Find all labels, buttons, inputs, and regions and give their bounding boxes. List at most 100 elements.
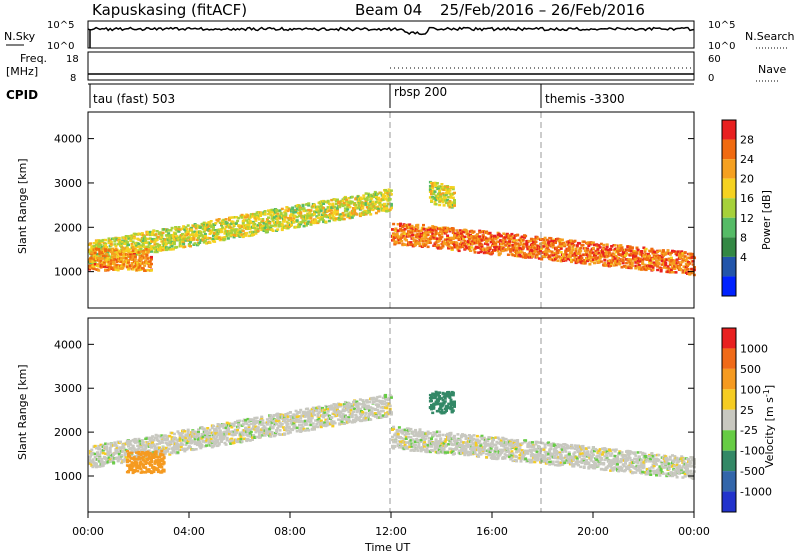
power-cell-2713 [606, 248, 610, 252]
power-cell-3270 [107, 249, 111, 252]
power-cell-2531 [571, 248, 575, 252]
power-cell-1709 [414, 233, 417, 237]
power-cell-1236 [324, 208, 328, 211]
power-cell-2517 [568, 243, 572, 246]
power-cell-1780 [427, 226, 431, 229]
power-cell-1195 [316, 216, 320, 219]
power-cell-3022 [665, 266, 669, 270]
power-cell-2738 [611, 256, 615, 259]
power-cell-958 [270, 208, 274, 212]
power-cell-3154 [690, 267, 694, 271]
velocity-cell-571 [197, 430, 200, 434]
velocity-cell-705 [222, 436, 226, 440]
power-cell-2140 [496, 235, 500, 239]
power-cell-1850 [441, 244, 445, 248]
power-cell-90 [105, 246, 109, 249]
power-cell-984 [276, 217, 280, 220]
power-ytick-label-1: 2000 [54, 221, 82, 234]
power-cell-2402 [547, 242, 551, 245]
velocity-cell-1092 [296, 418, 300, 422]
velocity-cell-74 [101, 464, 105, 467]
power-cell-420 [168, 234, 172, 237]
velocity-cell-907 [261, 422, 265, 425]
velocity-cell-174 [121, 458, 125, 462]
power-cell-1447 [364, 213, 368, 216]
power-cell-1629 [399, 222, 402, 226]
power-cell-2382 [543, 240, 547, 244]
power-cell-1898 [450, 248, 454, 251]
power-cell-2638 [591, 258, 595, 261]
power-cell-3114 [683, 268, 687, 272]
power-cbar-swatch-2 [722, 159, 736, 179]
velocity-cell-166 [119, 457, 122, 460]
power-cell-3125 [684, 265, 688, 269]
power-cell-2688 [602, 246, 606, 250]
power-cell-717 [224, 218, 228, 221]
power-cell-1895 [449, 228, 453, 232]
power-cell-1064 [291, 208, 295, 211]
velocity-cell-52 [97, 458, 101, 461]
power-cell-1529 [379, 192, 383, 195]
power-cell-555 [193, 230, 197, 233]
velocity-cell-517 [186, 428, 190, 432]
power-cell-650 [212, 237, 215, 240]
power-cell-22 [91, 262, 95, 265]
power-cell-611 [203, 235, 207, 238]
power-cell-712 [223, 232, 227, 235]
power-cell-1276 [331, 202, 335, 206]
power-cell-2930 [648, 254, 652, 258]
power-cell-811 [242, 219, 246, 222]
velocity-cell-837 [247, 429, 251, 433]
power-cell-1690 [410, 224, 414, 228]
power-cell-3531 [434, 203, 438, 206]
power-cell-3303 [113, 255, 117, 258]
power-cell-2480 [562, 255, 565, 258]
power-cell-3548 [438, 203, 442, 207]
velocity-cell-328 [150, 446, 153, 449]
power-cell-1462 [366, 192, 370, 196]
power-cell-1217 [319, 204, 323, 208]
power-cell-8 [89, 242, 93, 245]
power-cell-3104 [681, 260, 685, 263]
power-cell-886 [256, 229, 260, 233]
velocity-cell-28 [92, 464, 96, 467]
velocity-cell-760 [232, 441, 236, 444]
power-cell-3105 [681, 254, 685, 257]
velocity-cell-192 [124, 456, 128, 459]
velocity-cell-1203 [317, 416, 321, 420]
power-cell-2600 [585, 257, 588, 260]
power-cell-1775 [426, 245, 430, 249]
power-cell-499 [183, 228, 187, 231]
power-cell-3309 [114, 265, 118, 268]
power-cell-1558 [385, 209, 389, 213]
power-cell-3565 [441, 192, 445, 195]
power-cell-3466 [144, 269, 148, 272]
power-cell-296 [144, 239, 148, 242]
power-cell-3132 [687, 261, 691, 264]
power-cell-949 [269, 226, 273, 229]
power-cell-3063 [673, 259, 677, 262]
velocity-cell-329 [150, 439, 153, 443]
power-cell-2719 [607, 261, 611, 264]
power-cell-1092 [296, 205, 300, 209]
power-cell-2138 [496, 249, 500, 253]
power-cell-481 [179, 245, 183, 248]
power-cell-538 [190, 229, 194, 232]
power-cell-2123 [493, 235, 497, 238]
power-cell-1591 [392, 222, 396, 226]
power-cell-527 [187, 242, 191, 246]
power-cell-3062 [673, 250, 677, 253]
power-cbar-tick-6: 4 [740, 251, 747, 264]
power-cell-965 [271, 229, 275, 232]
power-cell-3199 [93, 251, 97, 255]
velocity-cell-53 [97, 444, 101, 448]
power-cell-1531 [380, 207, 384, 210]
velocity-cell-145 [115, 447, 119, 450]
power-cell-2694 [603, 259, 607, 262]
power-cell-3156 [691, 263, 695, 266]
velocity-cell-1089 [295, 430, 299, 433]
velocity-cell-1169 [310, 416, 314, 420]
power-cell-887 [256, 224, 260, 227]
velocity-cell-978 [275, 430, 279, 433]
